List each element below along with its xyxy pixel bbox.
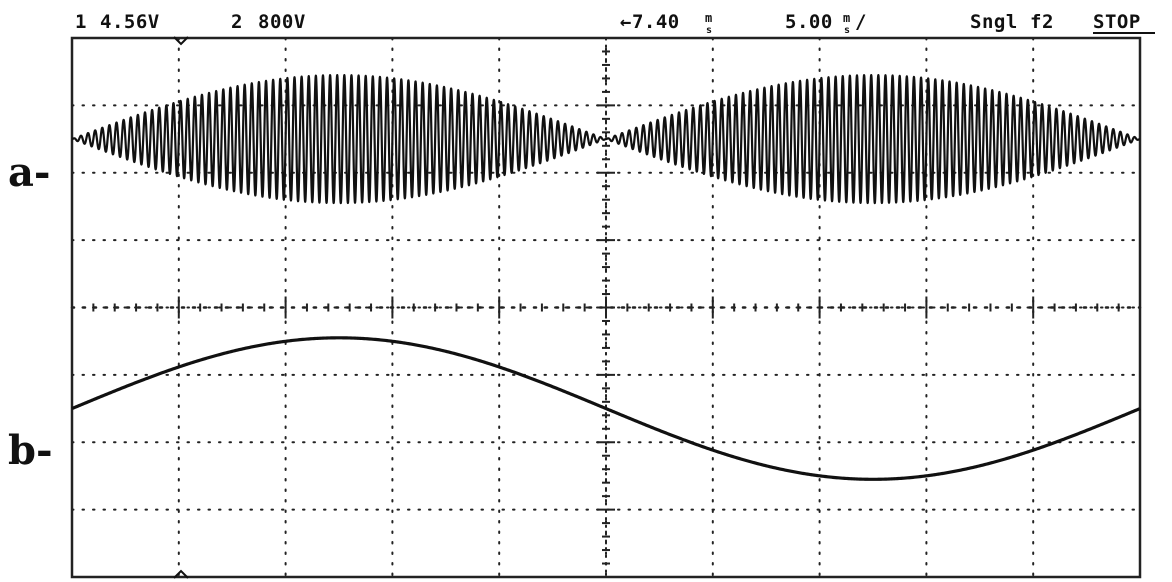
trace-b-label: b- [8, 427, 53, 474]
time-delay: ←7.40 [620, 11, 680, 33]
time-scale: 5.00 [785, 11, 833, 33]
run-state: STOP [1093, 11, 1141, 33]
delay-unit: m [705, 11, 712, 25]
header-readout: 1 4.56V 2 800V ←7.40 m s 5.00 m s / Sngl… [75, 11, 1155, 36]
ch1-label: 1 [75, 11, 87, 33]
trigger-marker-top [173, 36, 189, 46]
trace-a-label: a- [8, 149, 51, 196]
trace-b-waveform [71, 336, 1141, 481]
ch2-scale: 800V [258, 11, 306, 33]
trace-a-waveform [71, 73, 1141, 205]
delay-subunit: s [706, 25, 712, 36]
ch1-scale: 4.56V [100, 11, 160, 33]
scale-unit: m [843, 11, 850, 25]
scale-suffix: / [855, 11, 867, 33]
trigger-marker-bottom [173, 569, 189, 579]
trigger-source: f2 [1030, 11, 1054, 33]
ch2-label: 2 [231, 11, 243, 33]
scale-subunit: s [844, 25, 850, 36]
traces [71, 73, 1141, 481]
trigger-mode: Sngl [970, 11, 1018, 33]
